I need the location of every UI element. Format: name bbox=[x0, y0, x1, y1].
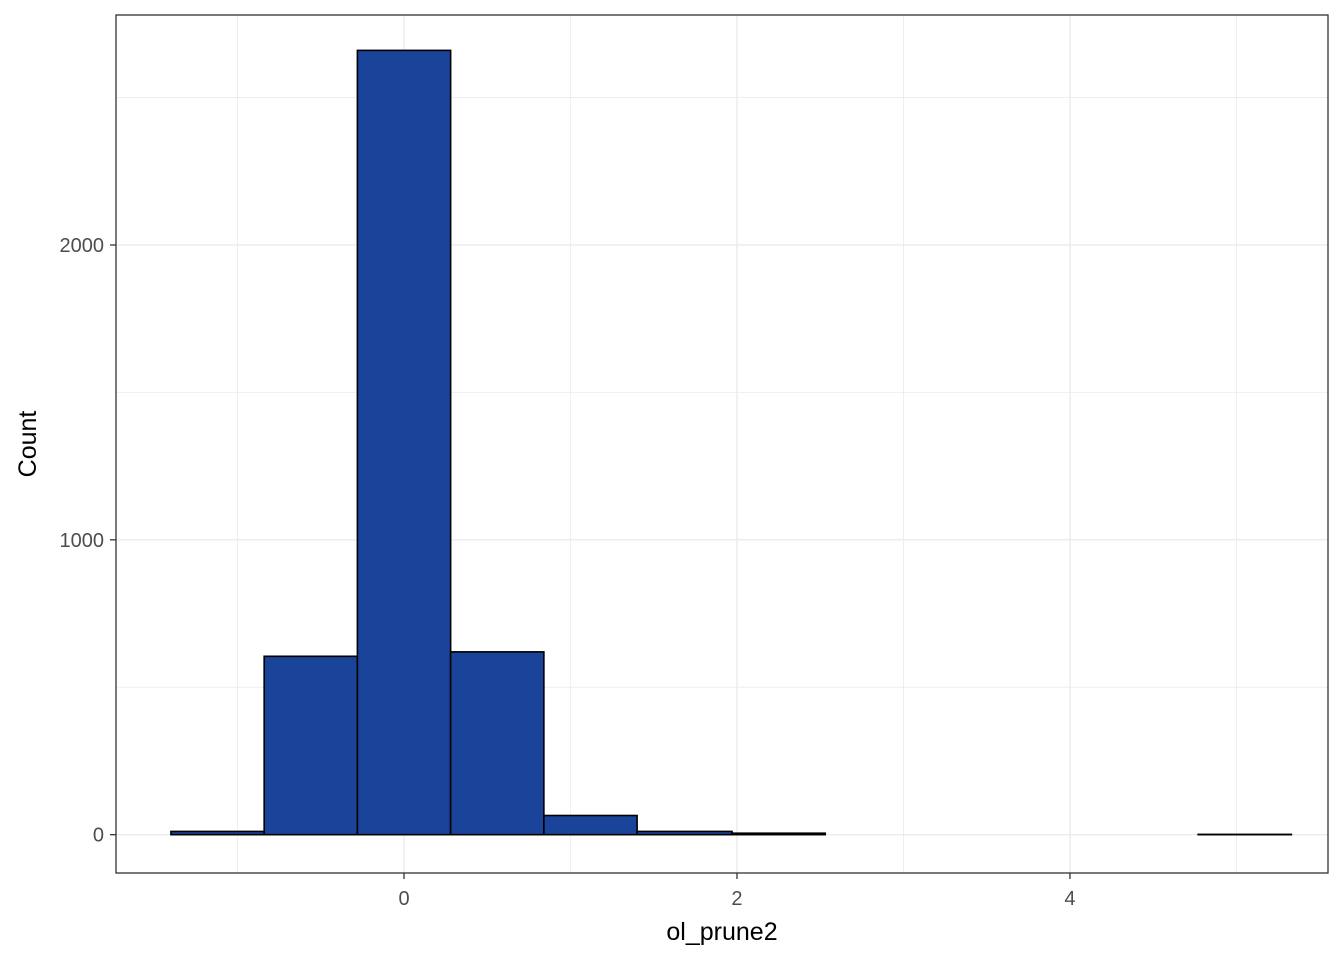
panel-border bbox=[115, 14, 1329, 874]
y-axis-title: Count bbox=[14, 411, 42, 478]
axis-ticks: 0 2 4 0 1000 2000 bbox=[60, 235, 1076, 910]
histogram-bar-5 bbox=[636, 830, 733, 836]
x-tick-label: 4 bbox=[1064, 888, 1075, 910]
histogram-bars bbox=[170, 49, 1293, 836]
x-tick-label: 0 bbox=[398, 888, 409, 910]
x-tick-label: 2 bbox=[731, 888, 742, 910]
x-axis-title: ol_prune2 bbox=[666, 918, 777, 946]
y-tick-label: 2000 bbox=[60, 235, 105, 257]
y-tick-label: 0 bbox=[93, 825, 104, 847]
histogram-bar-6 bbox=[731, 832, 827, 836]
histogram-bar-2 bbox=[356, 49, 452, 836]
histogram-bar-3 bbox=[449, 651, 545, 836]
histogram-bar-0 bbox=[170, 830, 265, 836]
y-tick-label: 1000 bbox=[60, 530, 105, 552]
histogram-bar-1 bbox=[263, 655, 359, 836]
histogram-bar-4 bbox=[543, 814, 638, 836]
